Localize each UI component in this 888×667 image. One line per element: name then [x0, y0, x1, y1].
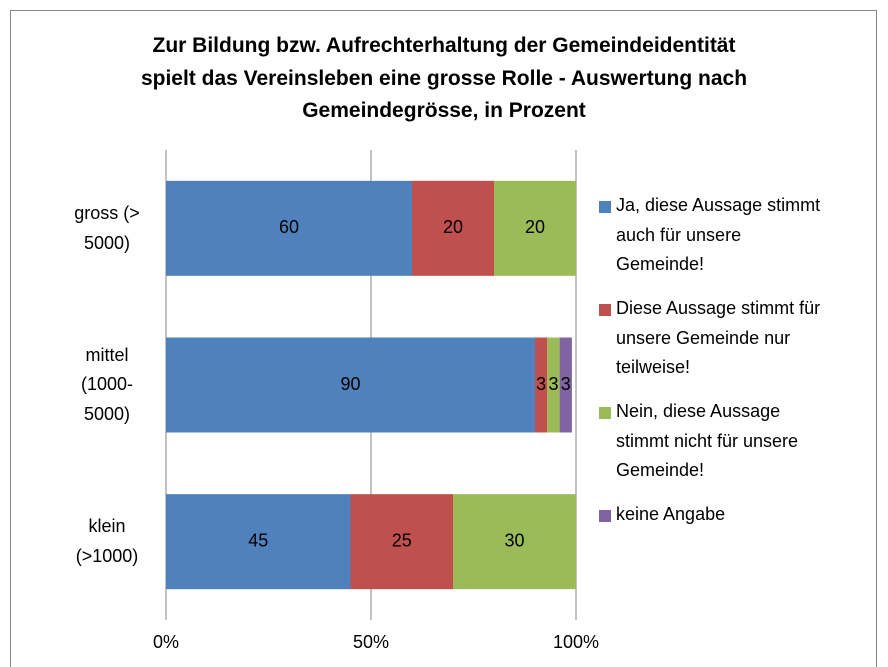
legend-swatch	[599, 304, 611, 316]
legend-swatch	[599, 510, 611, 522]
bar-segment	[559, 337, 572, 433]
data-label: 3	[536, 374, 546, 394]
y-tick-label: gross (> 5000)	[74, 202, 140, 253]
bar-segment	[166, 180, 412, 276]
y-tick-label: klein (>1000)	[75, 516, 139, 566]
data-label: 30	[504, 530, 524, 550]
bar-segment	[166, 337, 535, 433]
chart-border	[10, 10, 877, 667]
data-label: 3	[548, 374, 558, 394]
bar-segment	[535, 337, 548, 433]
legend-label: Nein, diese Aussage stimmt nicht für uns…	[616, 401, 799, 481]
data-label: 3	[561, 374, 571, 394]
y-tick-label: mittel (1000-5000)	[80, 344, 134, 424]
bar-segment	[547, 337, 560, 433]
chart-title: Zur Bildung bzw. Aufrechterhaltung der G…	[140, 34, 748, 123]
data-label: 25	[392, 530, 412, 550]
data-label: 20	[525, 217, 545, 237]
x-tick-label: 50%	[353, 632, 389, 652]
legend-label: Ja, diese Aussage stimmt auch für unsere…	[616, 195, 821, 275]
data-label: 45	[248, 530, 268, 550]
bar-segment	[166, 494, 351, 590]
legend-label: Diese Aussage stimmt für unsere Gemeinde…	[616, 298, 821, 378]
legend-label: keine Angabe	[616, 504, 726, 524]
legend-swatch	[599, 201, 611, 213]
bar-segment	[453, 494, 576, 590]
x-tick-label: 100%	[553, 632, 599, 652]
data-label: 90	[340, 374, 360, 394]
data-label: 60	[279, 217, 299, 237]
legend-swatch	[599, 407, 611, 419]
bar-segment	[412, 180, 494, 276]
x-tick-label: 0%	[153, 632, 179, 652]
bar-segment	[494, 180, 576, 276]
data-label: 20	[443, 217, 463, 237]
bar-segment	[350, 494, 453, 590]
